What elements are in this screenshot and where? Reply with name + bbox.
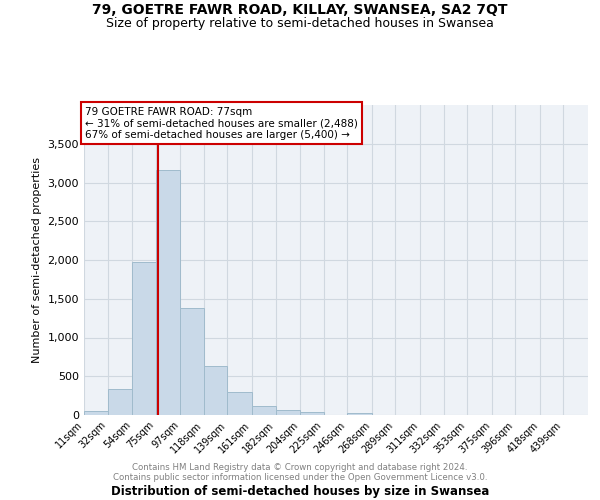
Bar (227, 392, 252, 415)
Bar (204, 366, 227, 415)
Text: 79, GOETRE FAWR ROAD, KILLAY, SWANSEA, SA2 7QT: 79, GOETRE FAWR ROAD, KILLAY, SWANSEA, S… (92, 2, 508, 16)
Bar (132, 262, 155, 415)
Bar (181, 308, 204, 415)
Bar (84, 411, 107, 415)
Bar (107, 388, 132, 415)
Bar (300, 412, 323, 415)
Text: 79 GOETRE FAWR ROAD: 77sqm
← 31% of semi-detached houses are smaller (2,488)
67%: 79 GOETRE FAWR ROAD: 77sqm ← 31% of semi… (85, 106, 358, 140)
Bar (347, 412, 372, 415)
Bar (252, 406, 275, 415)
Text: Contains HM Land Registry data © Crown copyright and database right 2024.
Contai: Contains HM Land Registry data © Crown c… (113, 462, 487, 482)
Text: Size of property relative to semi-detached houses in Swansea: Size of property relative to semi-detach… (106, 18, 494, 30)
Text: Distribution of semi-detached houses by size in Swansea: Distribution of semi-detached houses by … (111, 484, 489, 498)
Bar (275, 410, 300, 415)
Y-axis label: Number of semi-detached properties: Number of semi-detached properties (32, 157, 42, 363)
Bar (155, 170, 181, 415)
